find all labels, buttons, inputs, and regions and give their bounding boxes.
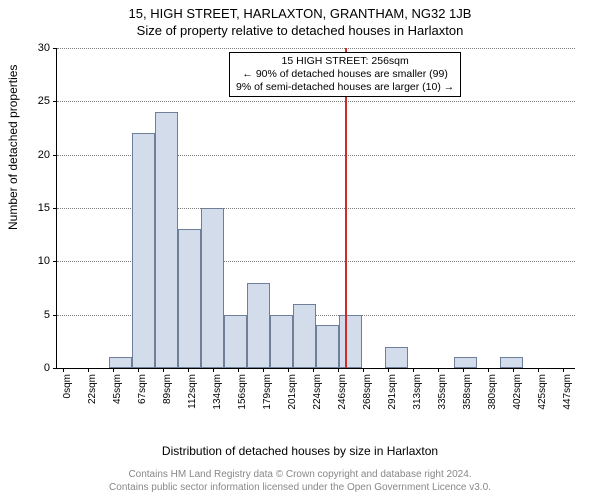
x-tick-label: 134sqm <box>212 374 223 420</box>
grid-line <box>57 101 575 103</box>
histogram-bar <box>109 357 132 368</box>
x-tick <box>188 368 189 372</box>
x-tick <box>113 368 114 372</box>
histogram-bar <box>339 315 362 368</box>
x-tick <box>438 368 439 372</box>
y-tick-label: 30 <box>20 42 50 54</box>
x-tick <box>163 368 164 372</box>
x-tick-label: 246sqm <box>337 374 348 420</box>
x-tick-label: 201sqm <box>287 374 298 420</box>
histogram-bar <box>270 315 293 368</box>
y-tick <box>53 101 57 102</box>
histogram-bar <box>500 357 523 368</box>
info-box-line: 9% of semi-detached houses are larger (1… <box>236 81 454 94</box>
x-tick-label: 313sqm <box>412 374 423 420</box>
x-tick-label: 224sqm <box>312 374 323 420</box>
x-tick <box>538 368 539 372</box>
y-tick-label: 10 <box>20 255 50 267</box>
x-tick-label: 45sqm <box>112 374 123 420</box>
histogram-bar <box>454 357 477 368</box>
x-tick <box>388 368 389 372</box>
x-tick <box>488 368 489 372</box>
plot-wrap: 15 HIGH STREET: 256sqm← 90% of detached … <box>56 48 574 418</box>
y-tick-label: 0 <box>20 362 50 374</box>
x-tick <box>288 368 289 372</box>
y-tick-label: 25 <box>20 95 50 107</box>
x-tick-label: 156sqm <box>237 374 248 420</box>
x-tick-label: 380sqm <box>487 374 498 420</box>
x-tick <box>413 368 414 372</box>
x-tick <box>138 368 139 372</box>
histogram-bar <box>201 208 224 368</box>
histogram-bar <box>132 133 155 368</box>
plot-area: 15 HIGH STREET: 256sqm← 90% of detached … <box>56 48 575 369</box>
property-title: 15, HIGH STREET, HARLAXTON, GRANTHAM, NG… <box>0 0 600 21</box>
histogram-bar <box>385 347 408 368</box>
info-box-line: ← 90% of detached houses are smaller (99… <box>236 68 454 81</box>
y-tick-label: 5 <box>20 309 50 321</box>
x-tick <box>63 368 64 372</box>
histogram-bar <box>293 304 316 368</box>
info-box-line: 15 HIGH STREET: 256sqm <box>236 55 454 68</box>
histogram-bar <box>178 229 201 368</box>
y-tick <box>53 48 57 49</box>
x-tick <box>238 368 239 372</box>
x-tick <box>338 368 339 372</box>
x-axis-label: Distribution of detached houses by size … <box>0 444 600 458</box>
x-tick-label: 447sqm <box>562 374 573 420</box>
x-tick-label: 67sqm <box>137 374 148 420</box>
x-tick <box>513 368 514 372</box>
y-tick-label: 15 <box>20 202 50 214</box>
x-tick-label: 335sqm <box>437 374 448 420</box>
footer-line-2: Contains public sector information licen… <box>0 481 600 494</box>
x-tick-label: 89sqm <box>162 374 173 420</box>
chart-footer: Contains HM Land Registry data © Crown c… <box>0 468 600 494</box>
grid-line <box>57 48 575 50</box>
x-tick-label: 402sqm <box>512 374 523 420</box>
x-tick <box>213 368 214 372</box>
histogram-bar <box>155 112 178 368</box>
chart-subtitle: Size of property relative to detached ho… <box>0 21 600 38</box>
y-tick <box>53 155 57 156</box>
x-tick <box>363 368 364 372</box>
x-tick <box>263 368 264 372</box>
x-tick-label: 425sqm <box>537 374 548 420</box>
y-tick <box>53 368 57 369</box>
x-tick-label: 358sqm <box>462 374 473 420</box>
x-tick-label: 268sqm <box>362 374 373 420</box>
x-tick <box>463 368 464 372</box>
footer-line-1: Contains HM Land Registry data © Crown c… <box>0 468 600 481</box>
x-tick <box>88 368 89 372</box>
x-tick-label: 0sqm <box>62 374 73 420</box>
x-tick-label: 291sqm <box>387 374 398 420</box>
x-tick <box>563 368 564 372</box>
histogram-bar <box>224 315 247 368</box>
x-tick-label: 179sqm <box>262 374 273 420</box>
histogram-bar <box>316 325 339 368</box>
histogram-bar <box>247 283 270 368</box>
x-tick-label: 112sqm <box>187 374 198 420</box>
y-tick-label: 20 <box>20 149 50 161</box>
x-tick-label: 22sqm <box>87 374 98 420</box>
x-tick <box>313 368 314 372</box>
y-axis-label: Number of detached properties <box>6 65 20 230</box>
property-info-box: 15 HIGH STREET: 256sqm← 90% of detached … <box>229 52 461 97</box>
y-tick <box>53 315 57 316</box>
y-tick <box>53 208 57 209</box>
y-tick <box>53 261 57 262</box>
